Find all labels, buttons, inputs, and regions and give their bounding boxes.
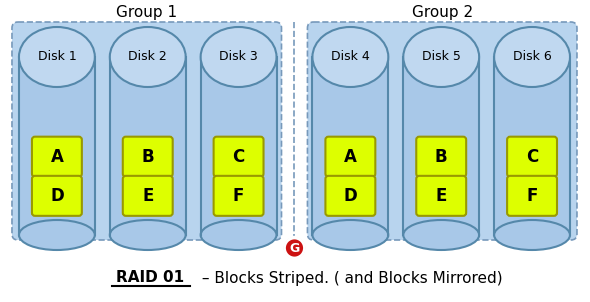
Text: D: D [50,187,64,205]
Text: F: F [526,187,537,205]
Text: Disk 5: Disk 5 [422,50,461,63]
FancyBboxPatch shape [32,176,82,216]
Ellipse shape [19,220,95,250]
Text: – Blocks Striped. ( and Blocks Mirrored): – Blocks Striped. ( and Blocks Mirrored) [196,271,502,285]
Text: E: E [142,187,153,205]
Text: C: C [526,148,538,166]
Ellipse shape [201,220,277,250]
Bar [404,57,479,235]
Text: E: E [435,187,447,205]
FancyBboxPatch shape [12,22,281,240]
FancyBboxPatch shape [214,176,264,216]
Text: D: D [343,187,358,205]
Ellipse shape [404,27,479,87]
FancyBboxPatch shape [417,176,466,216]
FancyBboxPatch shape [123,176,173,216]
FancyBboxPatch shape [326,176,375,216]
Text: B: B [142,148,154,166]
Text: B: B [435,148,448,166]
Text: F: F [233,187,244,205]
FancyBboxPatch shape [307,22,577,240]
Ellipse shape [201,27,277,87]
FancyBboxPatch shape [214,137,264,177]
Ellipse shape [313,220,388,250]
Text: Disk 6: Disk 6 [513,50,552,63]
FancyBboxPatch shape [507,176,557,216]
Circle shape [283,236,306,259]
Bar [494,57,570,235]
Bar [313,57,388,235]
Ellipse shape [404,220,479,250]
Text: Disk 1: Disk 1 [38,50,76,63]
Text: C: C [232,148,245,166]
Ellipse shape [19,27,95,87]
Text: RAID 01: RAID 01 [116,271,184,285]
Text: Group 2: Group 2 [412,5,473,21]
FancyBboxPatch shape [417,137,466,177]
FancyBboxPatch shape [507,137,557,177]
Bar [19,57,95,235]
Text: Disk 4: Disk 4 [331,50,370,63]
Ellipse shape [110,27,186,87]
FancyBboxPatch shape [326,137,375,177]
Ellipse shape [313,27,388,87]
Text: Disk 3: Disk 3 [219,50,258,63]
Text: G: G [289,242,300,255]
Ellipse shape [494,220,570,250]
FancyBboxPatch shape [123,137,173,177]
Text: Group 1: Group 1 [116,5,178,21]
Text: A: A [344,148,357,166]
Text: Disk 2: Disk 2 [129,50,167,63]
Bar [110,57,186,235]
Circle shape [284,238,304,258]
Text: A: A [51,148,63,166]
Bar [201,57,277,235]
Ellipse shape [494,27,570,87]
FancyBboxPatch shape [32,137,82,177]
Ellipse shape [110,220,186,250]
